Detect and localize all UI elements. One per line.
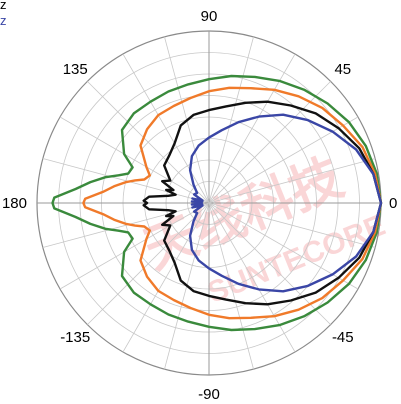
angle-tick-label: 45	[334, 61, 351, 78]
series-3-line	[142, 100, 383, 306]
angle-tick-label: -45	[332, 329, 354, 346]
grid-spoke	[59, 116, 210, 204]
legend-entry-1: z	[0, 0, 7, 12]
angle-tick-label: 0	[389, 195, 397, 212]
grid-spoke	[208, 202, 296, 353]
angle-tick-labels: 90 45 0 -45 -90 -135 180 135	[2, 8, 397, 403]
series-1-line	[51, 74, 383, 332]
angle-tick-label: 90	[201, 8, 218, 25]
angle-tick-label: -90	[198, 386, 220, 403]
series-group	[51, 74, 383, 332]
grid-spoke	[208, 202, 376, 248]
series-4-line	[188, 113, 383, 293]
grid-spoke	[208, 158, 376, 204]
grid-spoke	[122, 53, 210, 204]
angle-tick-label: 135	[63, 61, 88, 78]
grid-spoke	[122, 202, 210, 353]
angle-tick-label: -135	[60, 329, 90, 346]
polar-grid	[36, 30, 382, 376]
grid-spoke	[59, 202, 210, 290]
legend-entry-2: z	[0, 13, 7, 28]
grid-spoke	[87, 202, 210, 325]
grid-spoke	[87, 81, 210, 204]
grid-spoke	[42, 158, 210, 204]
series-2-line	[82, 86, 383, 320]
grid-spoke	[42, 202, 210, 248]
grid-spoke	[208, 36, 254, 204]
grid-spoke	[208, 202, 254, 370]
grid-spoke	[208, 53, 296, 204]
angle-tick-label: 180	[2, 195, 27, 212]
